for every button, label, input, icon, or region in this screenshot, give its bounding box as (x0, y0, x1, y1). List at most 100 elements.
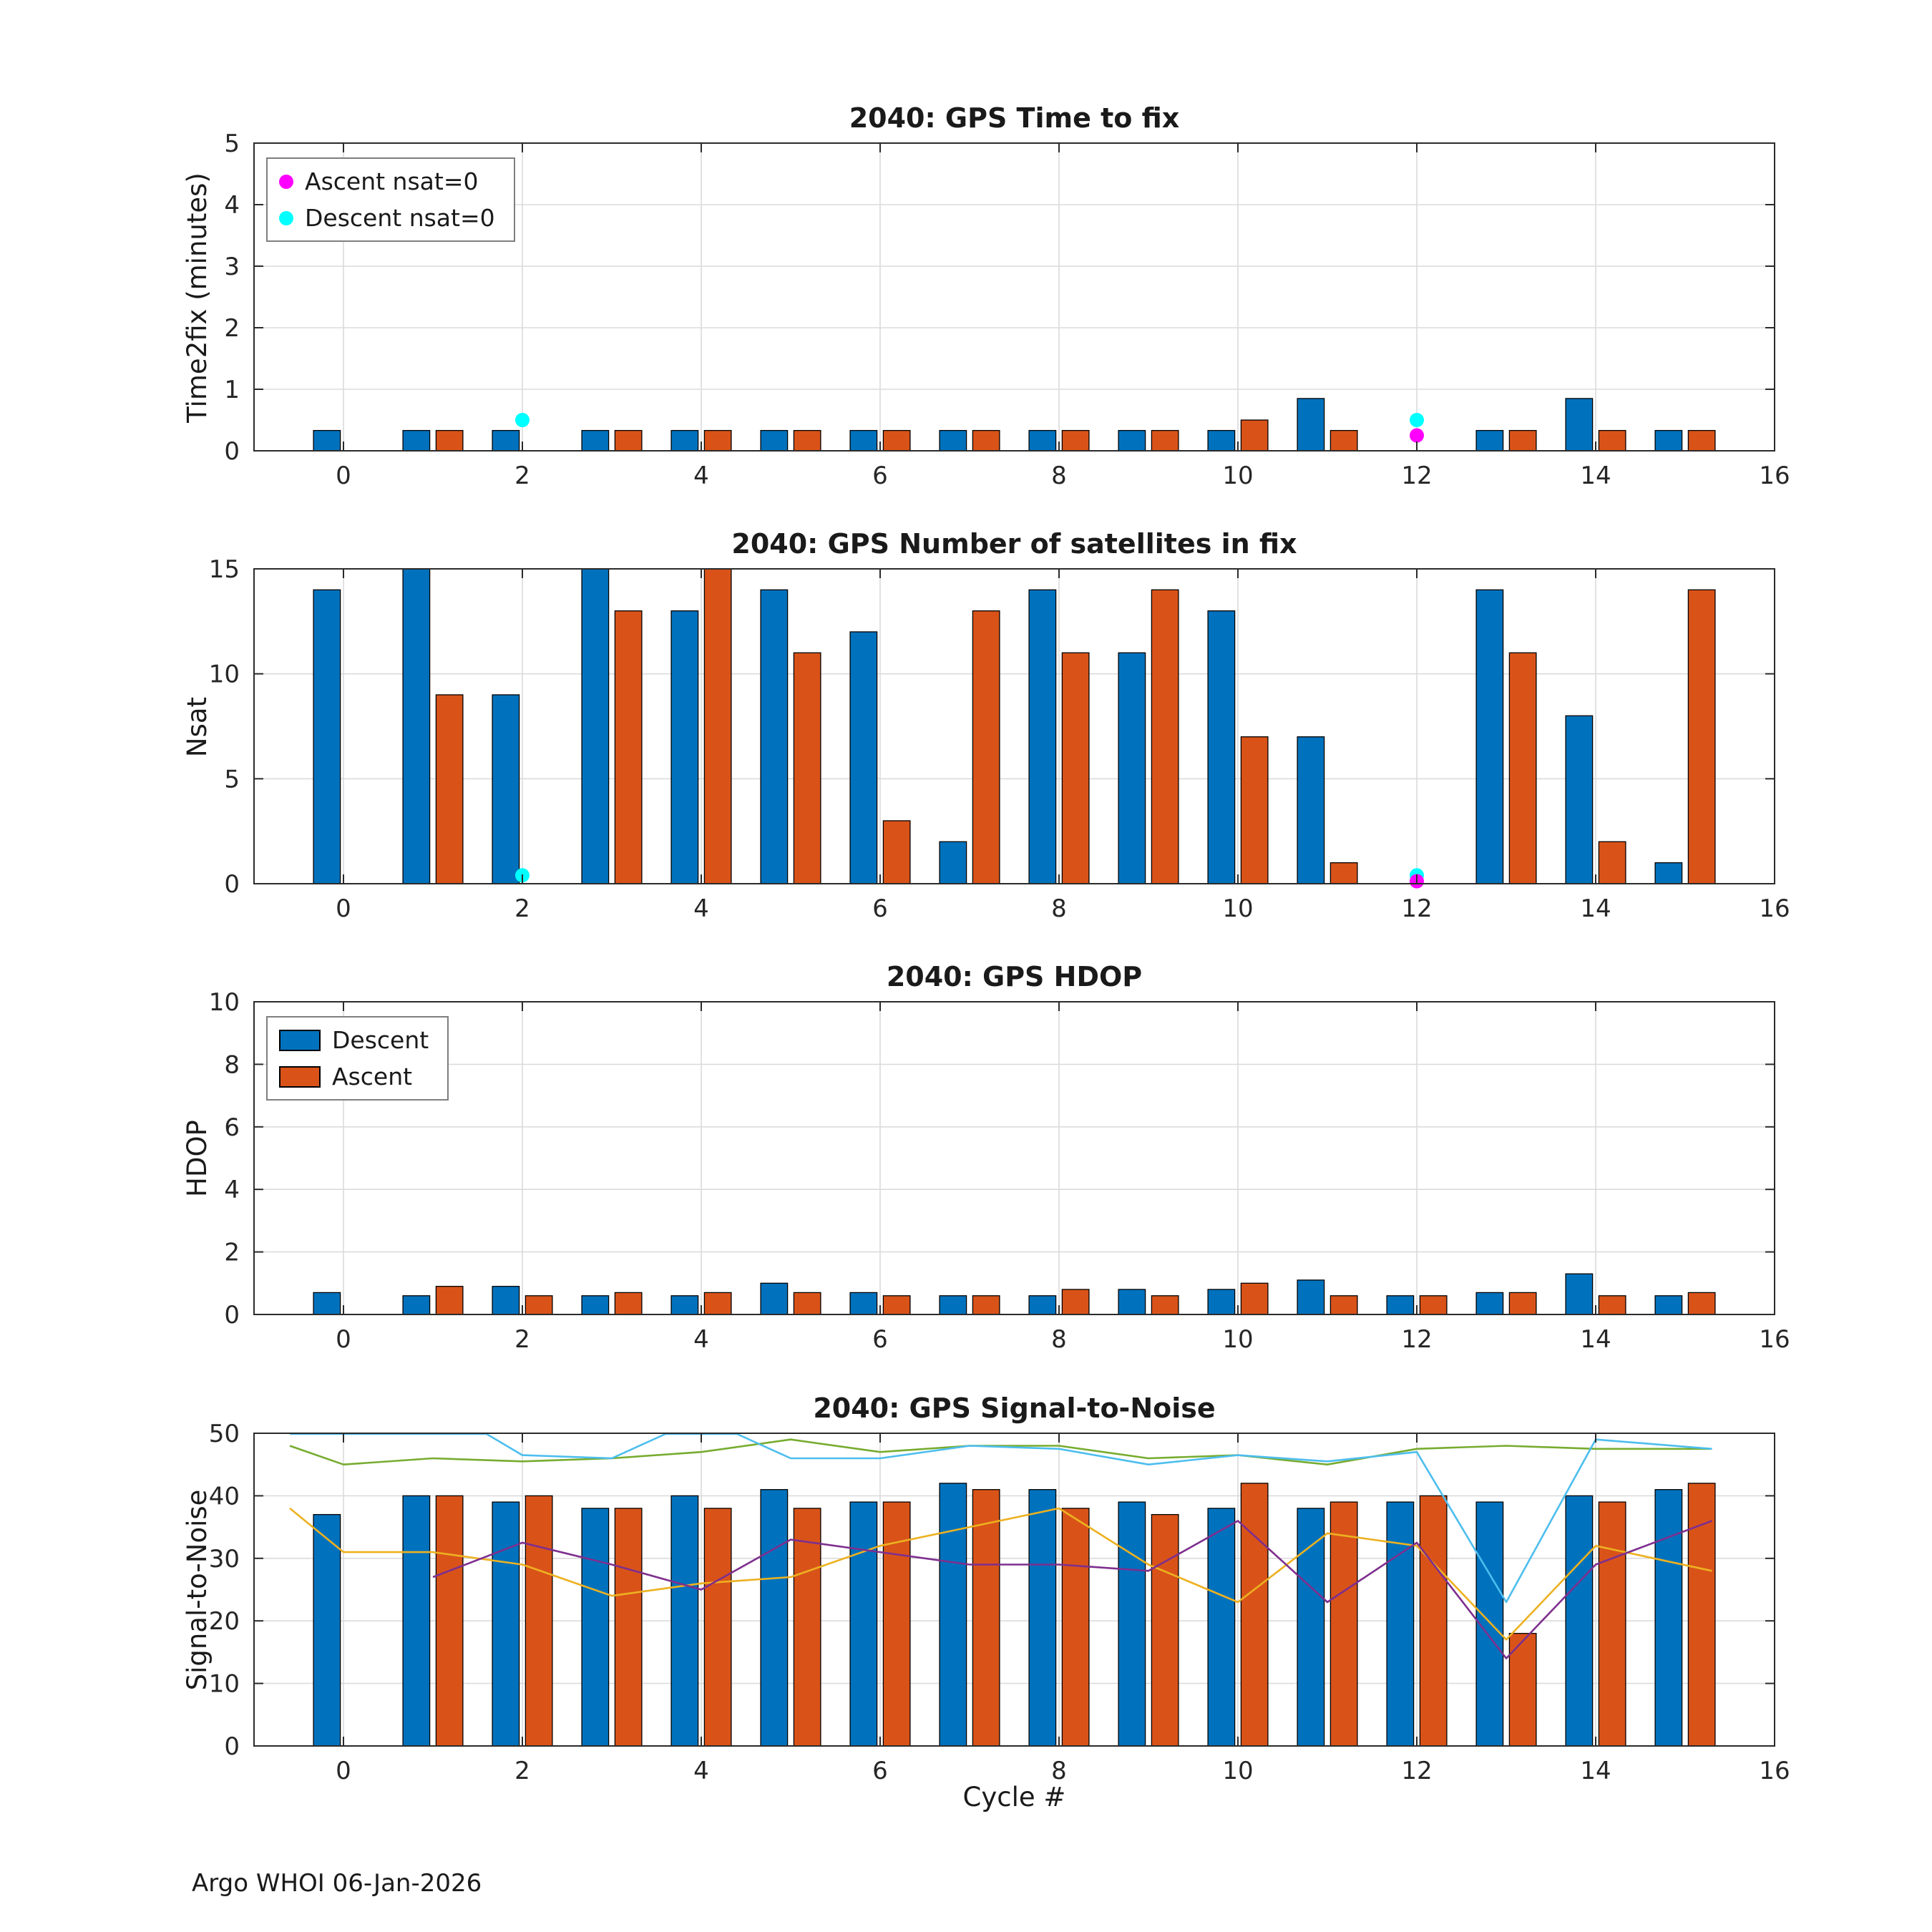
legend-entry: Ascent nsat=0 (279, 167, 495, 195)
x-tick-label: 6 (872, 1325, 888, 1354)
legend-dot-icon (279, 174, 293, 189)
bar-ascent (1687, 429, 1716, 452)
bar-descent (1028, 589, 1057, 884)
x-tick-label: 12 (1401, 1325, 1432, 1354)
bar-descent (1297, 1508, 1325, 1747)
bar-ascent (1419, 1295, 1448, 1315)
bar-ascent (1508, 1633, 1537, 1747)
bar-ascent (1330, 862, 1358, 884)
bar-descent (1654, 862, 1683, 884)
y-tick-label: 4 (224, 191, 240, 220)
descent-nsat0-marker (1410, 413, 1424, 427)
x-tick-label: 14 (1580, 894, 1611, 923)
ascent-nsat0-marker (1410, 428, 1424, 443)
bar-descent (1565, 398, 1594, 452)
x-tick-label: 6 (872, 894, 888, 923)
bar-descent (849, 429, 878, 452)
legend-label: Ascent nsat=0 (305, 167, 479, 195)
line-cyan (290, 1433, 1712, 1604)
x-tick-label: 10 (1222, 1325, 1253, 1354)
legend-entry: Descent (279, 1026, 429, 1054)
x-tick-label: 16 (1759, 894, 1790, 923)
bar-descent (1297, 398, 1325, 452)
x-tick-label: 14 (1580, 1325, 1611, 1354)
bar-descent (1028, 429, 1057, 452)
bar-descent (1475, 1292, 1504, 1315)
y-tick-label: 6 (224, 1113, 240, 1142)
bar-descent (1028, 1489, 1057, 1747)
bar-ascent (1330, 1501, 1358, 1747)
bar-descent (1118, 1501, 1146, 1747)
bar-descent (1207, 1508, 1236, 1747)
bar-ascent (882, 1295, 911, 1315)
bar-ascent (435, 429, 464, 452)
x-tick-label: 4 (693, 894, 709, 923)
bar-descent (492, 1501, 520, 1747)
bar-ascent (703, 1292, 732, 1315)
bar-ascent (703, 429, 732, 452)
bar-descent (402, 1495, 431, 1747)
x-tick-label: 14 (1580, 1757, 1611, 1785)
x-tick-label: 4 (693, 462, 709, 490)
chart-nsat: 0 2 4 6 8 10 12 14 16 0 5 10 15 (209, 555, 1790, 923)
bar-ascent (1508, 652, 1537, 884)
x-tick-label: 6 (872, 462, 888, 490)
x-tick-label: 16 (1759, 462, 1790, 490)
chart-title-nsat: 2040: GPS Number of satellites in fix (731, 528, 1297, 560)
x-tick-label: 16 (1759, 1325, 1790, 1354)
legend-hdop: Descent Ascent (266, 1016, 449, 1101)
bar-descent (492, 429, 520, 452)
x-tick-label: 12 (1401, 462, 1432, 490)
bar-descent (760, 429, 789, 452)
bar-descent (1118, 429, 1146, 452)
y-axis-label-hdop: HDOP (182, 1120, 213, 1197)
x-tick-label: 2 (514, 1757, 530, 1785)
chart-snr: 0 2 4 6 8 10 12 14 16 0 10 20 30 40 50 (209, 1420, 1790, 1785)
bar-ascent (614, 429, 643, 452)
figure-footer: Argo WHOI 06-Jan-2026 (192, 1869, 482, 1898)
bar-ascent (1687, 589, 1716, 884)
bar-ascent (1151, 1513, 1179, 1747)
bar-descent (581, 429, 610, 452)
x-tick-label: 12 (1401, 894, 1432, 923)
bar-descent (670, 610, 699, 884)
bar-ascent (435, 1286, 464, 1315)
y-tick-label: 20 (209, 1607, 240, 1636)
bar-descent (1565, 715, 1594, 884)
bar-descent (313, 589, 341, 884)
x-tick-label: 4 (693, 1757, 709, 1785)
x-tick-label: 0 (336, 462, 351, 490)
bar-ascent (1151, 429, 1179, 452)
bar-descent (402, 1295, 431, 1315)
x-tick-label: 2 (514, 1325, 530, 1354)
bar-ascent (1687, 1292, 1716, 1315)
bar-ascent (525, 1495, 553, 1747)
y-tick-label: 3 (224, 253, 240, 281)
x-tick-label: 8 (1051, 1757, 1067, 1785)
bar-descent (939, 1295, 967, 1315)
legend-swatch-icon (279, 1065, 321, 1088)
x-tick-label: 2 (514, 462, 530, 490)
bar-descent (1028, 1295, 1057, 1315)
bar-descent (1654, 1295, 1683, 1315)
x-tick-label: 0 (336, 1325, 351, 1354)
bar-ascent (1151, 589, 1179, 884)
x-tick-label: 8 (1051, 1325, 1067, 1354)
bar-descent (313, 429, 341, 452)
y-tick-label: 0 (224, 870, 240, 899)
y-tick-label: 50 (209, 1420, 240, 1448)
bar-descent (313, 1292, 341, 1315)
bar-ascent (882, 429, 911, 452)
legend-entry: Descent nsat=0 (279, 204, 495, 232)
bar-descent (939, 1483, 967, 1747)
bar-ascent (793, 1508, 821, 1747)
x-tick-label: 16 (1759, 1757, 1790, 1785)
legend-label: Ascent (332, 1063, 413, 1091)
bar-ascent (1687, 1483, 1716, 1747)
bar-ascent (1061, 652, 1090, 884)
bar-ascent (972, 1489, 1000, 1747)
x-tick-label: 10 (1222, 462, 1253, 490)
y-axis-label-snr: Signal-to-Noise (182, 1489, 213, 1691)
y-tick-label: 10 (209, 1670, 240, 1699)
bar-ascent (882, 820, 911, 884)
